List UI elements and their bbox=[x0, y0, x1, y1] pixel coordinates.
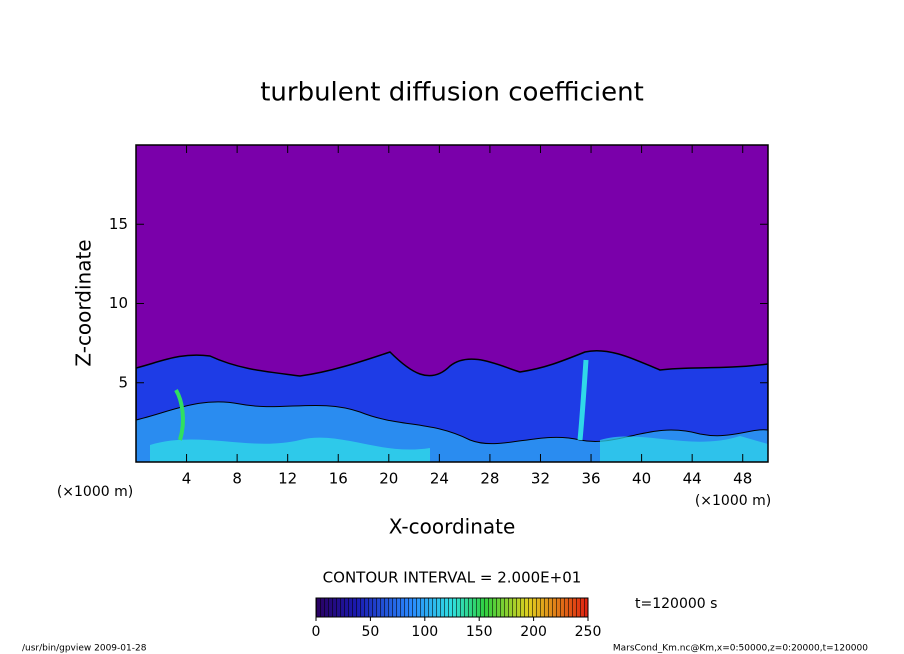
x-tick-label: 40 bbox=[632, 470, 651, 488]
turbulent-plume bbox=[577, 359, 589, 441]
colorbar-tick-label: 50 bbox=[361, 624, 379, 640]
colorbar-tick-label: 150 bbox=[466, 624, 493, 640]
contour-interval: CONTOUR INTERVAL = 2.000E+01 bbox=[323, 569, 582, 587]
x-tick-label: 32 bbox=[531, 470, 550, 488]
x-tick-label: 8 bbox=[232, 470, 242, 488]
y-tick-label: 10 bbox=[109, 294, 128, 312]
footer-right: MarsCond_Km.nc@Km,x=0:50000,z=0:20000,t=… bbox=[613, 644, 868, 654]
turbulent-high bbox=[150, 437, 430, 462]
chart-title: turbulent diffusion coefficient bbox=[260, 78, 644, 108]
field bbox=[136, 145, 768, 462]
x-axis-label: X-coordinate bbox=[389, 515, 516, 539]
y-unit-label: (×1000 m) bbox=[57, 484, 133, 500]
x-tick-label: 12 bbox=[278, 470, 297, 488]
y-tick-label: 15 bbox=[109, 215, 128, 233]
colorbar-frame bbox=[315, 597, 589, 618]
x-tick-label: 36 bbox=[581, 470, 600, 488]
colorbar-tick-label: 200 bbox=[520, 624, 547, 640]
colorbar-contours bbox=[316, 598, 588, 617]
x-tick-label: 44 bbox=[683, 470, 702, 488]
turbulent-peak bbox=[174, 388, 185, 441]
x-tick-label: 16 bbox=[329, 470, 348, 488]
x-tick-label: 4 bbox=[182, 470, 192, 488]
colorbar-tick-label: 100 bbox=[411, 624, 438, 640]
footer-left: /usr/bin/gpview 2009-01-28 bbox=[22, 644, 147, 654]
x-tick-label: 20 bbox=[379, 470, 398, 488]
x-unit-label: (×1000 m) bbox=[695, 493, 771, 509]
x-tick-label: 28 bbox=[480, 470, 499, 488]
colorbar-tick-label: 250 bbox=[575, 624, 602, 640]
x-tick-label: 48 bbox=[733, 470, 752, 488]
x-tick-label: 24 bbox=[430, 470, 449, 488]
time-label: t=120000 s bbox=[635, 596, 717, 612]
y-axis-label: Z-coordinate bbox=[72, 239, 96, 366]
colorbar-tick-label: 0 bbox=[312, 624, 321, 640]
y-tick-label: 5 bbox=[118, 373, 128, 391]
